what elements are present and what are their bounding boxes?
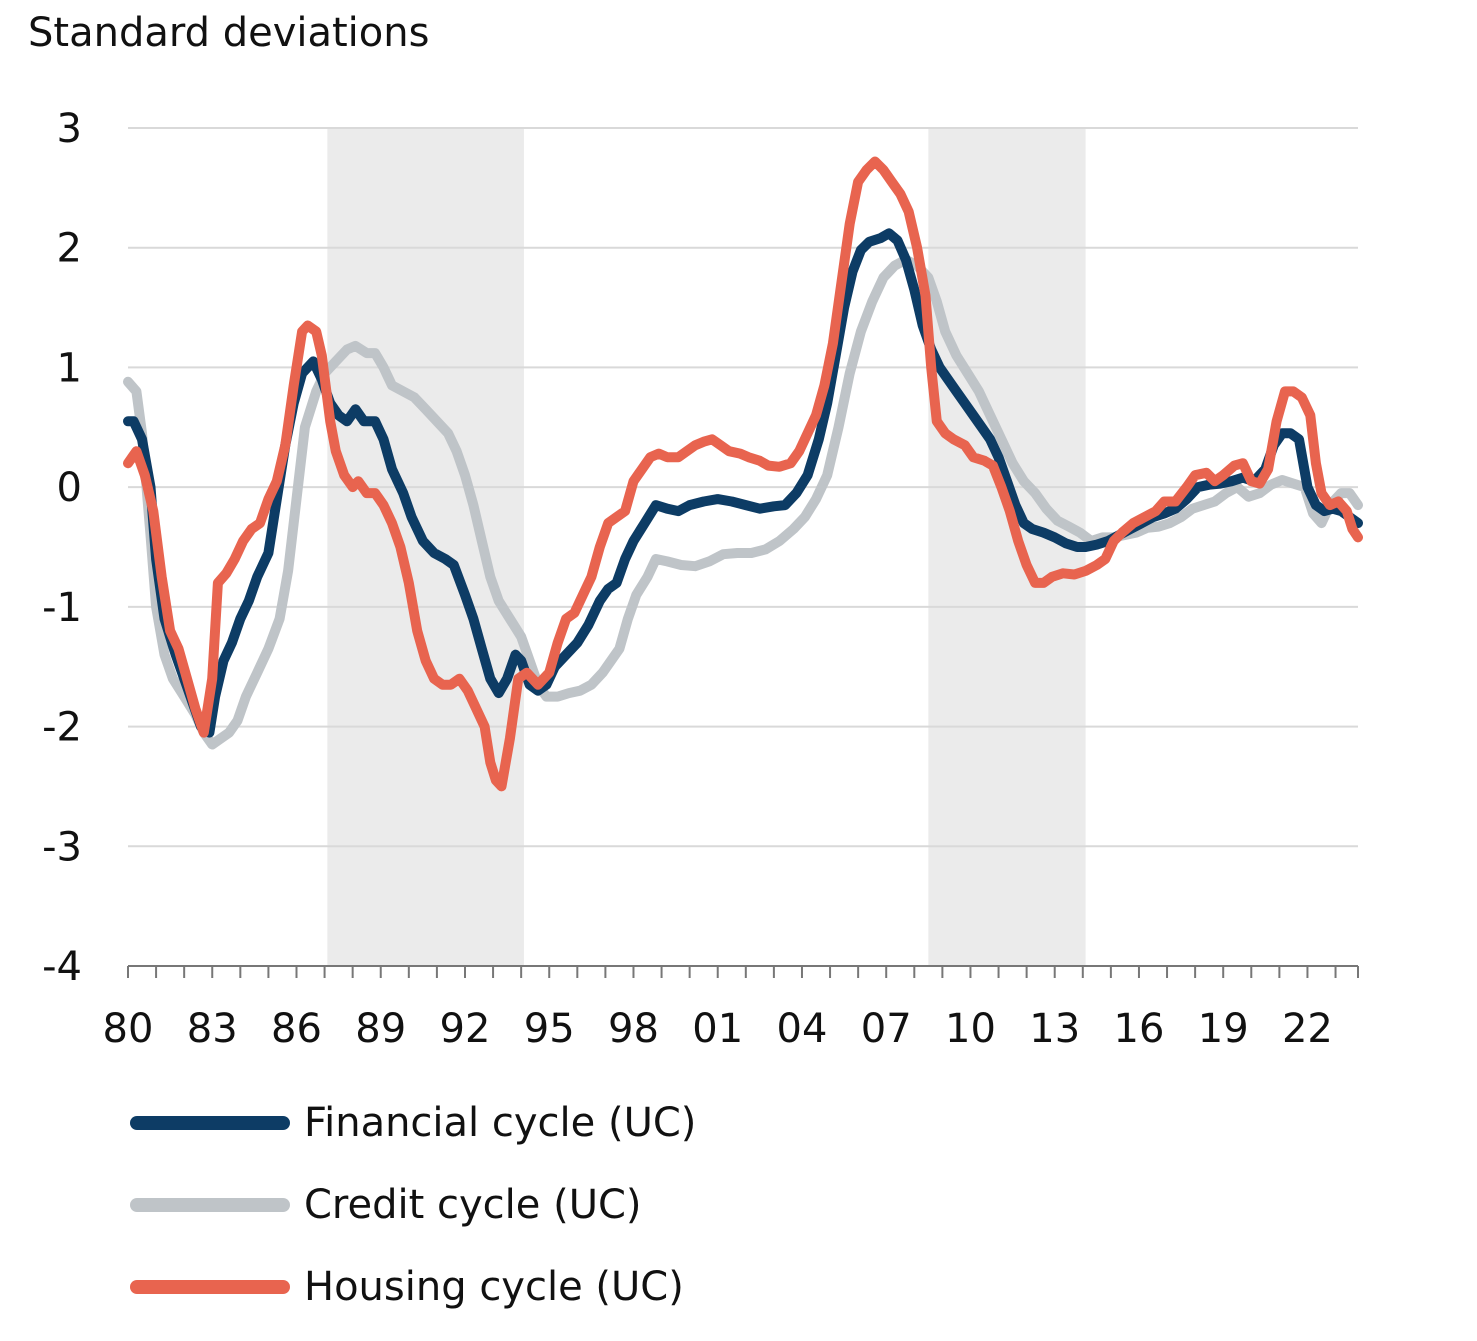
y-tick-labels: 3 2 1 0 -1 -2 -3 -4	[42, 106, 82, 990]
y-tick-label: 2	[57, 226, 82, 272]
x-tick-label: 95	[524, 1006, 575, 1052]
x-axis: 80 83 86 89 92 95 98 01 04 07 10 13 16 19 22	[103, 965, 1359, 1052]
x-tick-label: 10	[945, 1006, 996, 1052]
series-line-credit-cycle-uc	[123, 254, 1363, 750]
legend-label-financial-cycle: Financial cycle (UC)	[304, 1100, 697, 1146]
x-tick-label: 13	[1029, 1006, 1080, 1052]
x-tick-label: 04	[777, 1006, 828, 1052]
y-tick-label: -3	[42, 824, 82, 870]
shaded-periods	[327, 128, 1086, 966]
shaded-period-2	[928, 128, 1086, 966]
x-tick-label: 01	[692, 1006, 743, 1052]
y-tick-label: -4	[42, 944, 82, 990]
x-tick-label: 92	[440, 1006, 491, 1052]
legend-label-housing-cycle: Housing cycle (UC)	[304, 1264, 684, 1310]
x-tick-label: 19	[1198, 1006, 1249, 1052]
x-tick-label: 83	[187, 1006, 238, 1052]
y-tick-label: 0	[57, 465, 82, 511]
legend-item-financial-cycle: Financial cycle (UC)	[130, 1082, 696, 1164]
y-tick-label: -2	[42, 705, 82, 751]
x-tick-label: 07	[861, 1006, 912, 1052]
y-tick-label: -1	[42, 585, 82, 631]
legend-item-credit-cycle: Credit cycle (UC)	[130, 1164, 696, 1246]
y-axis-title: Standard deviations	[28, 10, 429, 56]
series-line-housing-cycle-uc	[123, 156, 1363, 792]
x-tick-label: 86	[271, 1006, 322, 1052]
legend-label-credit-cycle: Credit cycle (UC)	[304, 1182, 642, 1228]
x-tick-label: 22	[1282, 1006, 1333, 1052]
gridlines	[128, 127, 1358, 848]
legend: Financial cycle (UC) Credit cycle (UC) H…	[130, 1082, 696, 1328]
y-tick-label: 1	[57, 345, 82, 391]
legend-swatch-housing-cycle	[130, 1280, 290, 1294]
x-tick-label: 16	[1114, 1006, 1165, 1052]
legend-item-housing-cycle: Housing cycle (UC)	[130, 1246, 696, 1328]
legend-swatch-credit-cycle	[130, 1198, 290, 1212]
y-tick-label: 3	[57, 106, 82, 152]
series-lines	[123, 156, 1363, 792]
x-tick-label: 98	[608, 1006, 659, 1052]
x-tick-label: 89	[355, 1006, 406, 1052]
legend-swatch-financial-cycle	[130, 1116, 290, 1130]
series-line-financial-cycle-uc	[123, 228, 1363, 738]
x-tick-label: 80	[103, 1006, 154, 1052]
